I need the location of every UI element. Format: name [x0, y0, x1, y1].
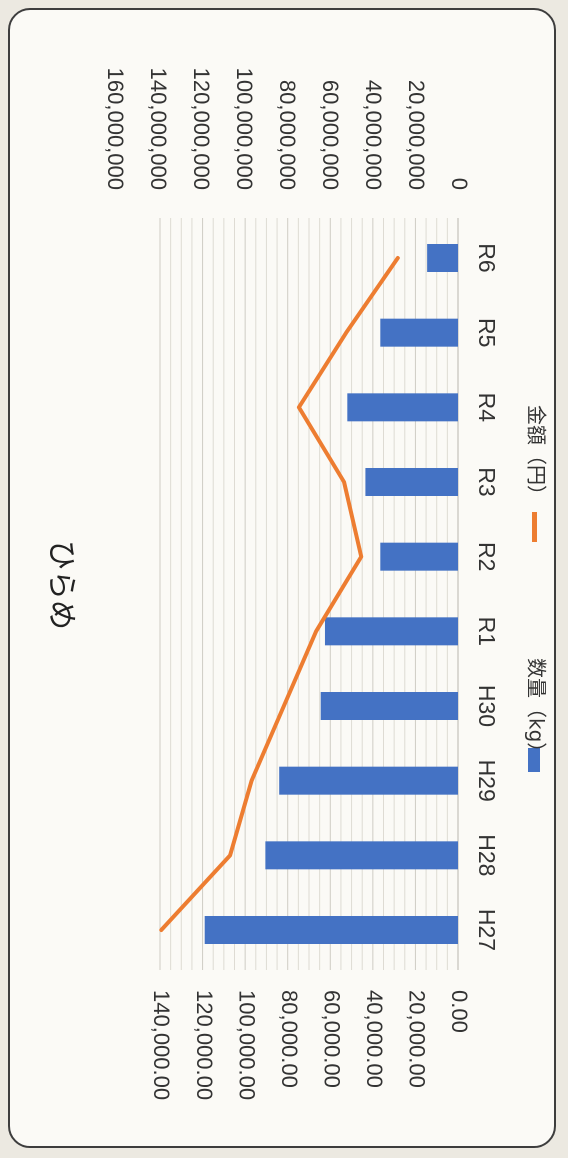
- legend-label-quantity: 数量（kg）: [525, 658, 549, 762]
- primary-tick-label: 20,000.00: [405, 990, 430, 1088]
- bar: [365, 468, 458, 496]
- primary-tick-label: 40,000.00: [362, 990, 387, 1088]
- bar: [320, 692, 458, 720]
- category-label: R1: [474, 617, 500, 646]
- line-series: [159, 256, 400, 932]
- bar: [427, 244, 458, 272]
- category-label: R4: [474, 393, 500, 423]
- secondary-tick-label: 140,000,000: [146, 68, 171, 190]
- secondary-tick-label: 80,000,000: [275, 80, 300, 190]
- legend-swatch-bar: [528, 748, 540, 772]
- line-series-path: [159, 256, 400, 932]
- secondary-tick-label: 120,000,000: [189, 68, 214, 190]
- secondary-tick-label: 60,000,000: [318, 80, 343, 190]
- primary-tick-label: 120,000.00: [192, 990, 217, 1100]
- primary-tick-label: 60,000.00: [319, 990, 344, 1088]
- secondary-tick-label: 40,000,000: [361, 80, 386, 190]
- bar: [347, 393, 458, 422]
- secondary-tick-label: 160,000,000: [103, 68, 128, 190]
- chart-title: ひらめ: [44, 540, 79, 630]
- axis-labels: H27 H28 H29 H30 R1 R2 R3 R4 R5 R6 0.00 20,000.00 40,…: [44, 68, 500, 1100]
- bar: [380, 318, 458, 347]
- chart-frame: [8, 8, 556, 1148]
- bar: [279, 766, 458, 795]
- primary-tick-label: 0.00: [447, 990, 472, 1033]
- category-label: R6: [474, 243, 500, 272]
- secondary-tick-label: 0: [447, 178, 472, 190]
- primary-tick-label: 140,000.00: [149, 990, 174, 1100]
- primary-tick-label: 80,000.00: [277, 990, 302, 1088]
- primary-tick-label: 100,000.00: [234, 990, 259, 1100]
- category-label: H28: [474, 834, 500, 876]
- bar: [380, 542, 458, 571]
- category-label: R2: [474, 542, 500, 571]
- legend-swatch-line: [532, 512, 537, 542]
- secondary-tick-label: 100,000,000: [232, 68, 257, 190]
- category-label: R5: [474, 318, 500, 347]
- bar: [265, 841, 458, 870]
- category-label: H27: [474, 909, 500, 951]
- category-label: H29: [474, 760, 500, 802]
- bar-series: [204, 244, 458, 944]
- category-label: H30: [474, 685, 500, 727]
- secondary-tick-label: 20,000,000: [404, 80, 429, 190]
- category-label: R3: [474, 467, 500, 496]
- legend: 数量（kg） 金額（円）: [525, 405, 549, 772]
- bar: [204, 916, 458, 944]
- legend-label-amount: 金額（円）: [525, 405, 549, 505]
- bar: [324, 617, 458, 646]
